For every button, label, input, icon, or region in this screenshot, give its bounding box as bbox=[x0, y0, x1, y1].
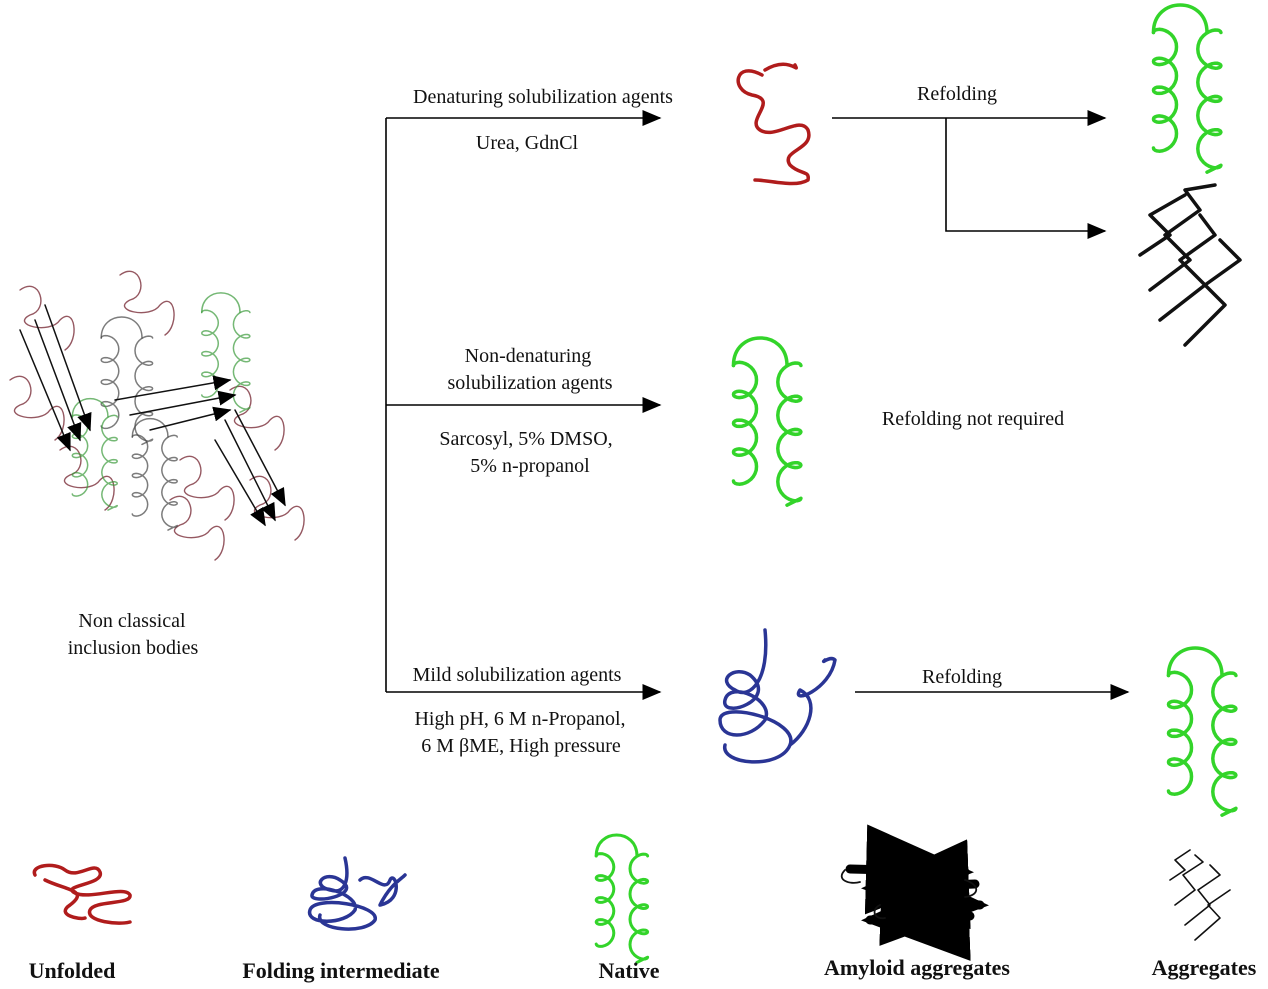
inclusion-body-helix bbox=[131, 417, 169, 438]
legend-amyloid-strand bbox=[861, 839, 980, 930]
beta-strand-arrow bbox=[114, 375, 232, 401]
inclusion-body-helix bbox=[134, 335, 154, 446]
folding-intermediate-icon bbox=[718, 628, 837, 764]
native-protein-icon bbox=[776, 361, 803, 507]
legend-amyloid-strand bbox=[861, 871, 975, 962]
legend-amyloid-turns bbox=[840, 869, 978, 920]
inclusion-body-helix bbox=[131, 434, 149, 517]
native-protein-icon bbox=[1166, 670, 1194, 796]
native-protein-icon bbox=[1151, 3, 1209, 35]
legend-amyloid-strand bbox=[845, 824, 974, 915]
unfolded-protein-icon bbox=[736, 62, 811, 186]
mild-examples-2: 6 M βME, High pressure bbox=[421, 735, 621, 757]
refolding-label-bottom: Refolding bbox=[922, 666, 1002, 688]
arrow-refolding-aggregates bbox=[945, 118, 1107, 239]
beta-strand-arrow bbox=[224, 419, 276, 522]
legend-native-icon bbox=[594, 833, 639, 858]
inclusion-body-coil bbox=[119, 270, 175, 336]
non-denaturing-examples-1: Sarcosyl, 5% DMSO, bbox=[439, 428, 613, 450]
native-protein-icon bbox=[1196, 28, 1223, 174]
non-denaturing-label-1: Non-denaturing bbox=[464, 345, 592, 367]
inclusion-body-coil bbox=[179, 455, 235, 521]
aggregates-icon bbox=[1138, 183, 1242, 347]
refolding-not-required-label: Refolding not required bbox=[881, 408, 1065, 430]
legend-aggregates-icon bbox=[1169, 849, 1231, 941]
inclusion-body-helix bbox=[161, 434, 178, 531]
legend-native-icon bbox=[628, 852, 650, 964]
mild-agents-label: Mild solubilization agents bbox=[412, 664, 622, 686]
native-protein-icon bbox=[1211, 671, 1238, 817]
inclusion-body-coil bbox=[229, 385, 285, 451]
legend-native-icon bbox=[594, 852, 616, 948]
source-label-1: Non classical bbox=[78, 610, 186, 632]
legend-native: Native bbox=[598, 958, 660, 983]
beta-strand-arrow bbox=[19, 329, 71, 452]
legend-unfolded: Unfolded bbox=[28, 958, 116, 983]
inclusion-body-coil bbox=[169, 495, 225, 561]
mild-examples-1: High pH, 6 M n-Propanol, bbox=[414, 708, 626, 730]
inclusion-body-helix bbox=[201, 292, 241, 314]
beta-strand-arrow bbox=[214, 439, 266, 527]
inclusion-body-coil bbox=[59, 445, 115, 511]
beta-strand-arrow bbox=[129, 390, 237, 416]
inclusion-body-helix bbox=[101, 414, 118, 511]
native-protein-icon bbox=[1151, 27, 1179, 153]
legend-folding-intermediate-icon bbox=[308, 856, 407, 931]
beta-strand-arrow bbox=[149, 406, 232, 431]
legend-aggregates: Aggregates bbox=[1151, 955, 1257, 980]
inclusion-body-coil bbox=[19, 285, 75, 351]
denaturing-agents-label: Denaturing solubilization agents bbox=[413, 86, 673, 108]
native-protein-icon bbox=[731, 336, 789, 368]
inclusion-body-coil bbox=[9, 375, 65, 441]
native-protein-icon bbox=[1166, 646, 1224, 678]
inclusion-body-helix bbox=[100, 316, 143, 339]
source-label-2: inclusion bodies bbox=[67, 637, 199, 659]
refolding-label-top: Refolding bbox=[917, 83, 997, 105]
denaturing-examples: Urea, GdnCl bbox=[475, 132, 579, 154]
beta-strand-arrow bbox=[34, 319, 82, 442]
non-denaturing-label-2: solubilization agents bbox=[447, 372, 613, 394]
native-protein-icon bbox=[731, 360, 759, 486]
beta-strand-arrow bbox=[44, 304, 92, 432]
legend-folding-intermediate: Folding intermediate bbox=[242, 958, 440, 983]
inclusion-body-helix bbox=[71, 414, 89, 497]
non-denaturing-examples-2: 5% n-propanol bbox=[470, 455, 590, 477]
inclusion-body-helix bbox=[232, 309, 251, 413]
legend-amyloid-aggregates: Amyloid aggregates bbox=[824, 955, 1010, 980]
legend-amyloid-strand bbox=[875, 856, 989, 947]
inclusion-body-helix bbox=[71, 397, 109, 418]
legend-unfolded-icon bbox=[32, 863, 132, 925]
beta-strand-arrow bbox=[234, 409, 286, 507]
inclusion-body-helix bbox=[100, 334, 120, 430]
